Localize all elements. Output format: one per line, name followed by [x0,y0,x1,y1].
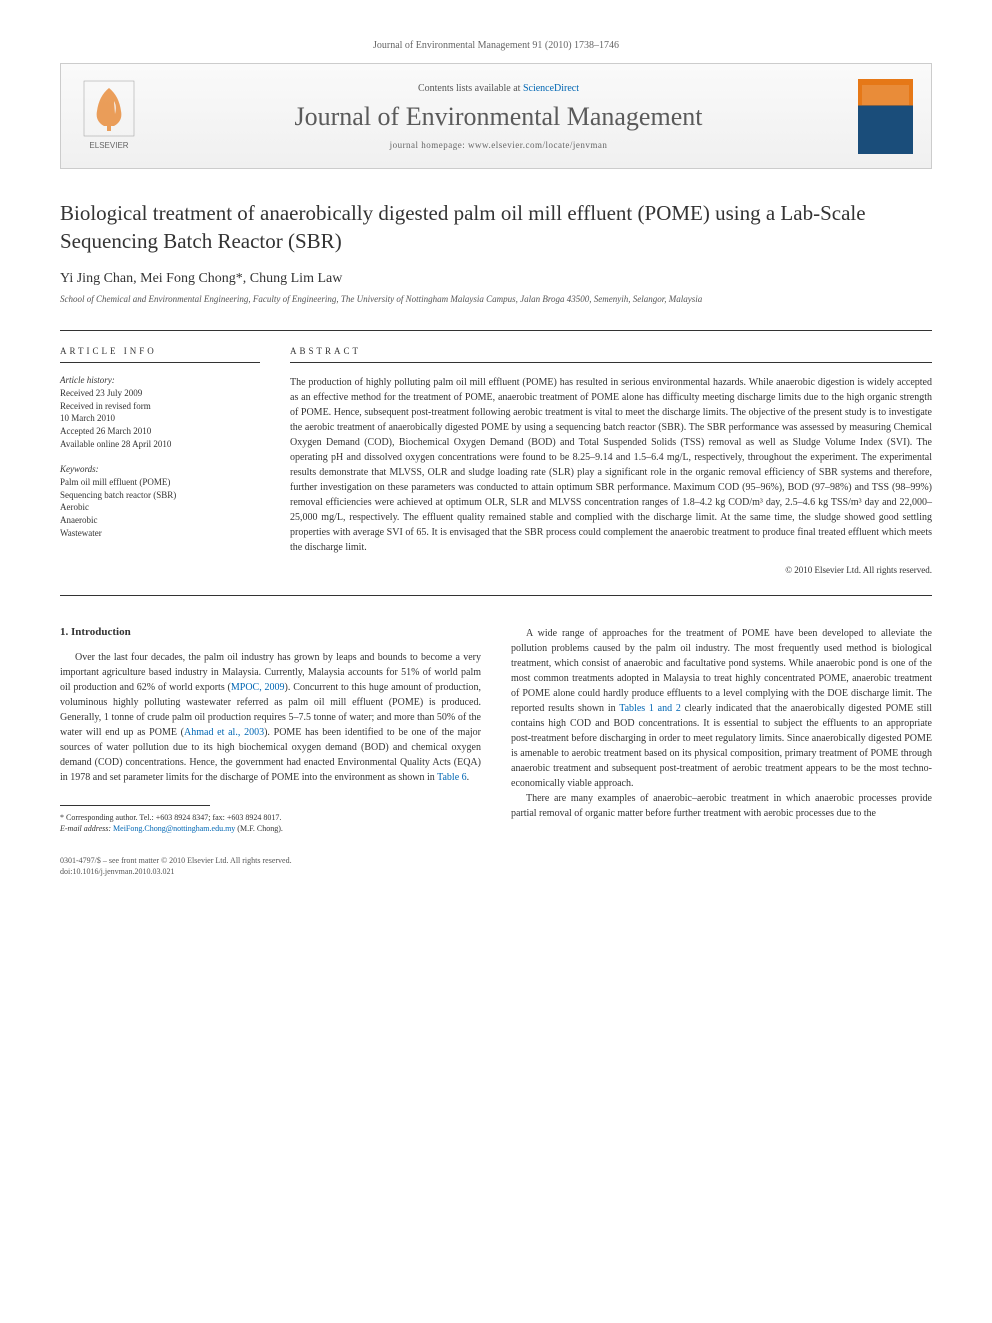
affiliation-line: School of Chemical and Environmental Eng… [60,293,932,306]
keyword: Aerobic [60,501,260,514]
body-columns: 1. Introduction Over the last four decad… [60,626,932,834]
homepage-line: journal homepage: www.elsevier.com/locat… [159,140,838,150]
history-line: Available online 28 April 2010 [60,438,260,451]
abstract-text: The production of highly polluting palm … [290,375,932,555]
history-line: Accepted 26 March 2010 [60,425,260,438]
article-info-label: ARTICLE INFO [60,346,260,363]
keyword: Sequencing batch reactor (SBR) [60,489,260,502]
history-line: 10 March 2010 [60,412,260,425]
abstract-column: ABSTRACT The production of highly pollut… [290,346,932,575]
banner-center: Contents lists available at ScienceDirec… [159,83,838,150]
history-label: Article history: [60,375,260,385]
table-link[interactable]: Table 6 [437,772,467,783]
page-footer: 0301-4797/$ – see front matter © 2010 El… [60,855,932,877]
email-suffix: (M.F. Chong). [235,824,283,833]
elsevier-logo: ELSEVIER [79,76,159,156]
homepage-url[interactable]: www.elsevier.com/locate/jenvman [468,140,607,150]
keyword: Palm oil mill effluent (POME) [60,476,260,489]
article-info-column: ARTICLE INFO Article history: Received 2… [60,346,260,575]
journal-cover-thumbnail [858,79,913,154]
body-left-column: 1. Introduction Over the last four decad… [60,626,481,834]
footer-line: 0301-4797/$ – see front matter © 2010 El… [60,855,932,866]
table-link[interactable]: Tables 1 and 2 [619,703,681,714]
email-label: E-mail address: [60,824,113,833]
body-right-column: A wide range of approaches for the treat… [511,626,932,834]
elsevier-text: ELSEVIER [89,141,128,150]
history-line: Received 23 July 2009 [60,387,260,400]
contents-line: Contents lists available at ScienceDirec… [159,83,838,94]
intro-heading: 1. Introduction [60,626,481,638]
sciencedirect-link[interactable]: ScienceDirect [523,83,579,94]
info-abstract-row: ARTICLE INFO Article history: Received 2… [60,330,932,596]
email-footnote: E-mail address: MeiFong.Chong@nottingham… [60,823,481,834]
journal-banner: ELSEVIER Contents lists available at Sci… [60,63,932,169]
email-link[interactable]: MeiFong.Chong@nottingham.edu.my [113,824,235,833]
keyword: Wastewater [60,527,260,540]
journal-name: Journal of Environmental Management [159,102,838,132]
footnote-separator [60,805,210,806]
body-text-span: clearly indicated that the anaerobically… [511,703,932,789]
body-text-span: A wide range of approaches for the treat… [511,628,932,714]
history-line: Received in revised form [60,400,260,413]
intro-paragraph: Over the last four decades, the palm oil… [60,650,481,785]
contents-prefix: Contents lists available at [418,83,523,94]
citation-link[interactable]: MPOC, 2009 [231,682,285,693]
keyword: Anaerobic [60,514,260,527]
corresponding-author-footnote: * Corresponding author. Tel.: +603 8924 … [60,812,481,823]
body-text-span: . [467,772,470,783]
body-paragraph: There are many examples of anaerobic–aer… [511,791,932,821]
abstract-label: ABSTRACT [290,346,932,363]
header-citation: Journal of Environmental Management 91 (… [60,40,932,51]
body-paragraph: A wide range of approaches for the treat… [511,626,932,791]
article-title: Biological treatment of anaerobically di… [60,199,932,256]
keywords-label: Keywords: [60,464,260,474]
homepage-prefix: journal homepage: [390,140,468,150]
footer-doi: doi:10.1016/j.jenvman.2010.03.021 [60,866,932,877]
authors-line: Yi Jing Chan, Mei Fong Chong*, Chung Lim… [60,271,932,287]
citation-link[interactable]: Ahmad et al., 2003 [184,727,264,738]
abstract-copyright: © 2010 Elsevier Ltd. All rights reserved… [290,565,932,575]
